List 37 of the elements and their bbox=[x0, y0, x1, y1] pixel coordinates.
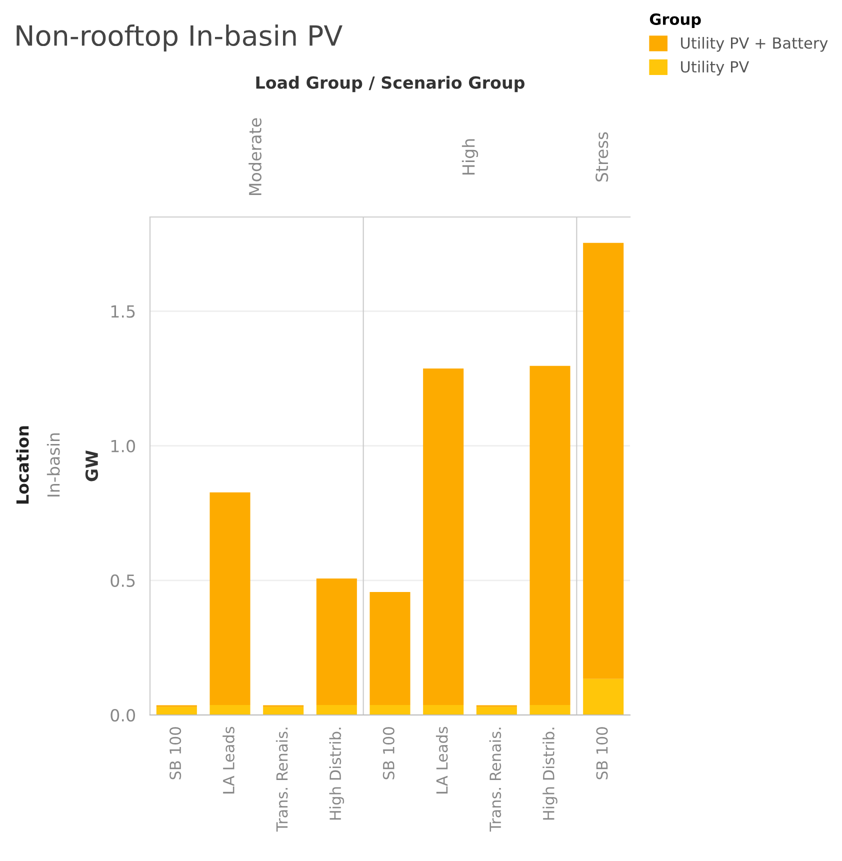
x2-axis-title: Moderate bbox=[248, 118, 262, 195]
x-tick-label: Trans. Renais. bbox=[276, 728, 288, 832]
x-tick-label: Trans. Renais. bbox=[489, 728, 502, 832]
legend-title: Group bbox=[650, 13, 701, 28]
bar bbox=[530, 705, 570, 715]
text: In-basin bbox=[46, 433, 60, 496]
bar bbox=[370, 592, 410, 706]
bar bbox=[156, 706, 197, 715]
y-tick-label: 0.5 bbox=[110, 574, 135, 587]
legend-label: Utility PV + Battery bbox=[681, 36, 828, 52]
bar bbox=[423, 705, 464, 715]
bar bbox=[210, 492, 250, 706]
bar bbox=[370, 705, 410, 715]
chart-title: Non-rooftop In-basin PV bbox=[16, 24, 342, 52]
bar bbox=[476, 706, 517, 715]
bar bbox=[316, 705, 357, 715]
y-tick-label: 1.5 bbox=[111, 305, 135, 318]
x-tick-label: SB 100 bbox=[596, 727, 608, 780]
bar bbox=[316, 578, 357, 706]
x-tick-label: SB 100 bbox=[382, 727, 394, 780]
text: Location bbox=[16, 426, 29, 504]
y-tick-label: 1.0 bbox=[111, 440, 136, 452]
y-tick-label: 0.0 bbox=[110, 708, 136, 722]
x-tick-label: LA Leads bbox=[436, 726, 448, 794]
x-tick-label: High Distrib. bbox=[329, 728, 344, 820]
x-tick-label: High Distrib. bbox=[542, 728, 558, 820]
bar bbox=[210, 705, 250, 715]
y-axis-title: GW bbox=[85, 450, 98, 482]
x2-axis-title: Stress bbox=[596, 132, 608, 182]
text: Load Group / Scenario Group bbox=[256, 76, 525, 92]
x-tick-label: SB 100 bbox=[170, 727, 182, 780]
legend-label: Utility PV bbox=[681, 60, 750, 76]
bar bbox=[263, 706, 304, 715]
x-tick-label: LA Leads bbox=[222, 726, 234, 794]
bar bbox=[530, 366, 570, 706]
bar bbox=[423, 368, 464, 706]
x2-axis-title: High bbox=[462, 139, 478, 175]
